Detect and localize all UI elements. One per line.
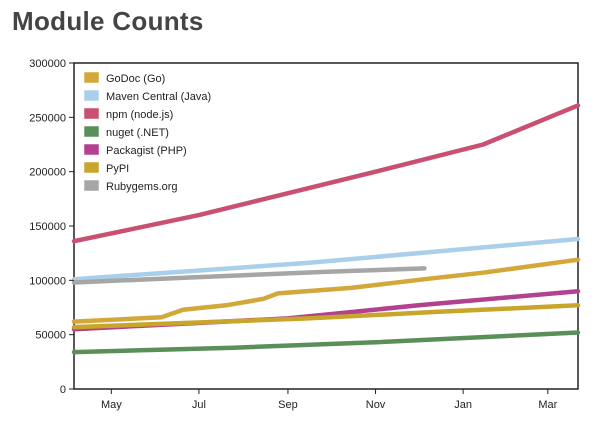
legend-label-3: nuget (.NET): [106, 127, 169, 139]
y-tick-label: 0: [60, 384, 66, 396]
y-tick-label: 250000: [29, 112, 66, 124]
legend-background: [78, 67, 218, 197]
legend-swatch-1: [83, 89, 100, 102]
series-line-0: [71, 257, 581, 324]
y-axis: 0 50000 100000 150000 200000 250000 300000: [29, 58, 74, 396]
legend: GoDoc (Go) Maven Central (Java) npm (node.…: [78, 67, 218, 197]
series-line-6: [71, 266, 427, 285]
series-layer: [71, 103, 581, 355]
x-tick-label: Mar: [538, 399, 557, 411]
y-tick-label: 200000: [29, 167, 66, 179]
x-tick-label: Jan: [454, 399, 472, 411]
legend-label-0: GoDoc (Go): [106, 73, 165, 85]
x-tick-label: Jul: [192, 399, 206, 411]
series-line-5: [71, 303, 581, 330]
legend-swatch-3: [83, 125, 100, 138]
page-title: Module Counts: [12, 6, 204, 36]
x-tick-label: Sep: [278, 399, 298, 411]
legend-label-2: npm (node.js): [106, 109, 173, 121]
legend-label-1: Maven Central (Java): [106, 91, 211, 103]
x-tick-label: May: [101, 399, 122, 411]
series-line-3: [71, 330, 581, 355]
legend-swatch-0: [83, 71, 100, 84]
y-tick-label: 50000: [35, 330, 66, 342]
x-tick-label: Nov: [366, 399, 386, 411]
legend-swatch-2: [83, 107, 100, 120]
series-line-1: [71, 236, 581, 282]
legend-label-6: Rubygems.org: [106, 181, 178, 193]
legend-swatch-6: [83, 179, 100, 192]
series-line-2: [71, 103, 581, 244]
legend-label-5: PyPI: [106, 163, 129, 175]
y-tick-label: 100000: [29, 275, 66, 287]
y-tick-label: 150000: [29, 221, 66, 233]
legend-swatch-5: [83, 161, 100, 174]
legend-swatch-4: [83, 143, 100, 156]
x-axis: May Jul Sep Nov Jan Mar: [101, 389, 558, 411]
y-tick-label: 300000: [29, 58, 66, 70]
legend-label-4: Packagist (PHP): [106, 145, 187, 157]
